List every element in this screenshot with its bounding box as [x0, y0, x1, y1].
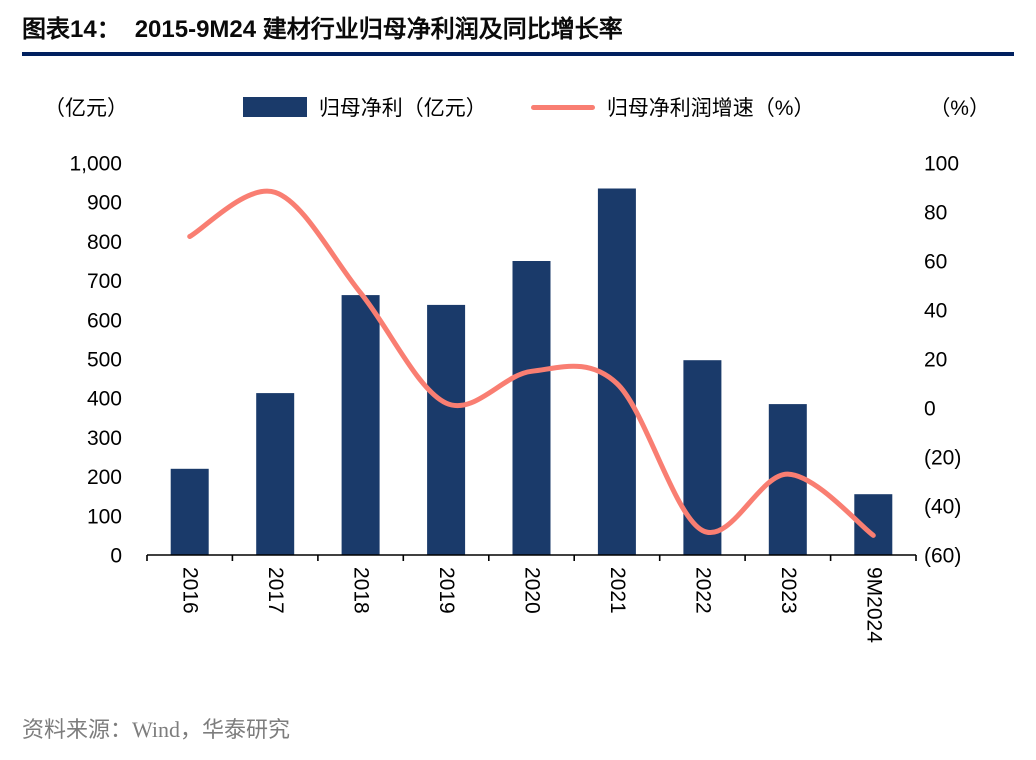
title-underline	[22, 52, 1014, 56]
x-axis-label-2019: 2019	[435, 567, 458, 614]
bar-swatch-icon	[242, 97, 307, 117]
line-swatch-icon	[530, 104, 595, 110]
x-axis-label-9M2024: 9M2024	[862, 567, 885, 643]
x-axis-label-2018: 2018	[350, 567, 373, 614]
right-axis-tick: (60)	[924, 545, 961, 568]
legend-item-bar: 归母净利（亿元）	[242, 92, 487, 122]
x-axis-label-2017: 2017	[264, 567, 287, 614]
legend-item-line: 归母净利润增速（%）	[530, 92, 815, 122]
bar-legend-label: 归母净利（亿元）	[318, 97, 487, 120]
bar-2020	[512, 261, 551, 555]
bar-2018	[341, 295, 380, 555]
right-axis-tick: 20	[924, 349, 947, 372]
left-axis-tick: 900	[87, 192, 122, 215]
source-note: 资料来源：Wind，华泰研究	[22, 717, 290, 742]
left-axis-tick: 1,000	[69, 153, 122, 176]
figure-title-text: 2015-9M24 建材行业归母净利润及同比增长率	[134, 16, 623, 43]
left-axis-tick: 500	[87, 349, 122, 372]
left-axis-unit-label: （亿元）	[44, 97, 128, 120]
x-axis-label-2021: 2021	[606, 567, 629, 614]
right-axis-tick: (20)	[924, 447, 961, 470]
right-axis-tick: 0	[924, 398, 936, 421]
left-axis-tick: 800	[87, 231, 122, 254]
left-axis-tick: 200	[87, 466, 122, 489]
left-axis-tick: 400	[87, 388, 122, 411]
right-axis-tick: 100	[924, 153, 959, 176]
bar-2016	[170, 468, 209, 555]
line-legend-label: 归母净利润增速（%）	[606, 97, 815, 120]
bar-2022	[683, 360, 722, 555]
chart-legend: 归母净利（亿元） 归母净利润增速（%）	[128, 92, 929, 122]
right-axis-unit-label: （%）	[929, 97, 990, 120]
left-axis-tick: 100	[87, 505, 122, 528]
left-axis-tick: 600	[87, 309, 122, 332]
right-axis-tick: (40)	[924, 496, 961, 519]
x-axis-label-2023: 2023	[777, 567, 800, 614]
figure-title-prefix: 图表14：	[22, 16, 121, 43]
right-axis-tick: 40	[924, 300, 947, 323]
left-axis-tick: 300	[87, 427, 122, 450]
legend-row: （亿元） 归母净利（亿元） 归母净利润增速（%） （%）	[22, 92, 1014, 122]
x-axis-label-2016: 2016	[179, 567, 202, 614]
bar-2019	[427, 304, 466, 555]
growth-line	[187, 188, 876, 538]
x-axis-label-2022: 2022	[691, 567, 714, 614]
combo-chart: 01002003004005006007008009001,000(60)(40…	[69, 153, 961, 644]
x-axis-label-2020: 2020	[521, 567, 544, 614]
figure-title: 图表14： 2015-9M24 建材行业归母净利润及同比增长率	[22, 14, 1014, 46]
bar-2017	[256, 393, 295, 555]
right-axis-tick: 60	[924, 251, 947, 274]
right-axis-tick: 80	[924, 202, 947, 225]
left-axis-tick: 700	[87, 270, 122, 293]
left-axis-tick: 0	[110, 545, 122, 568]
